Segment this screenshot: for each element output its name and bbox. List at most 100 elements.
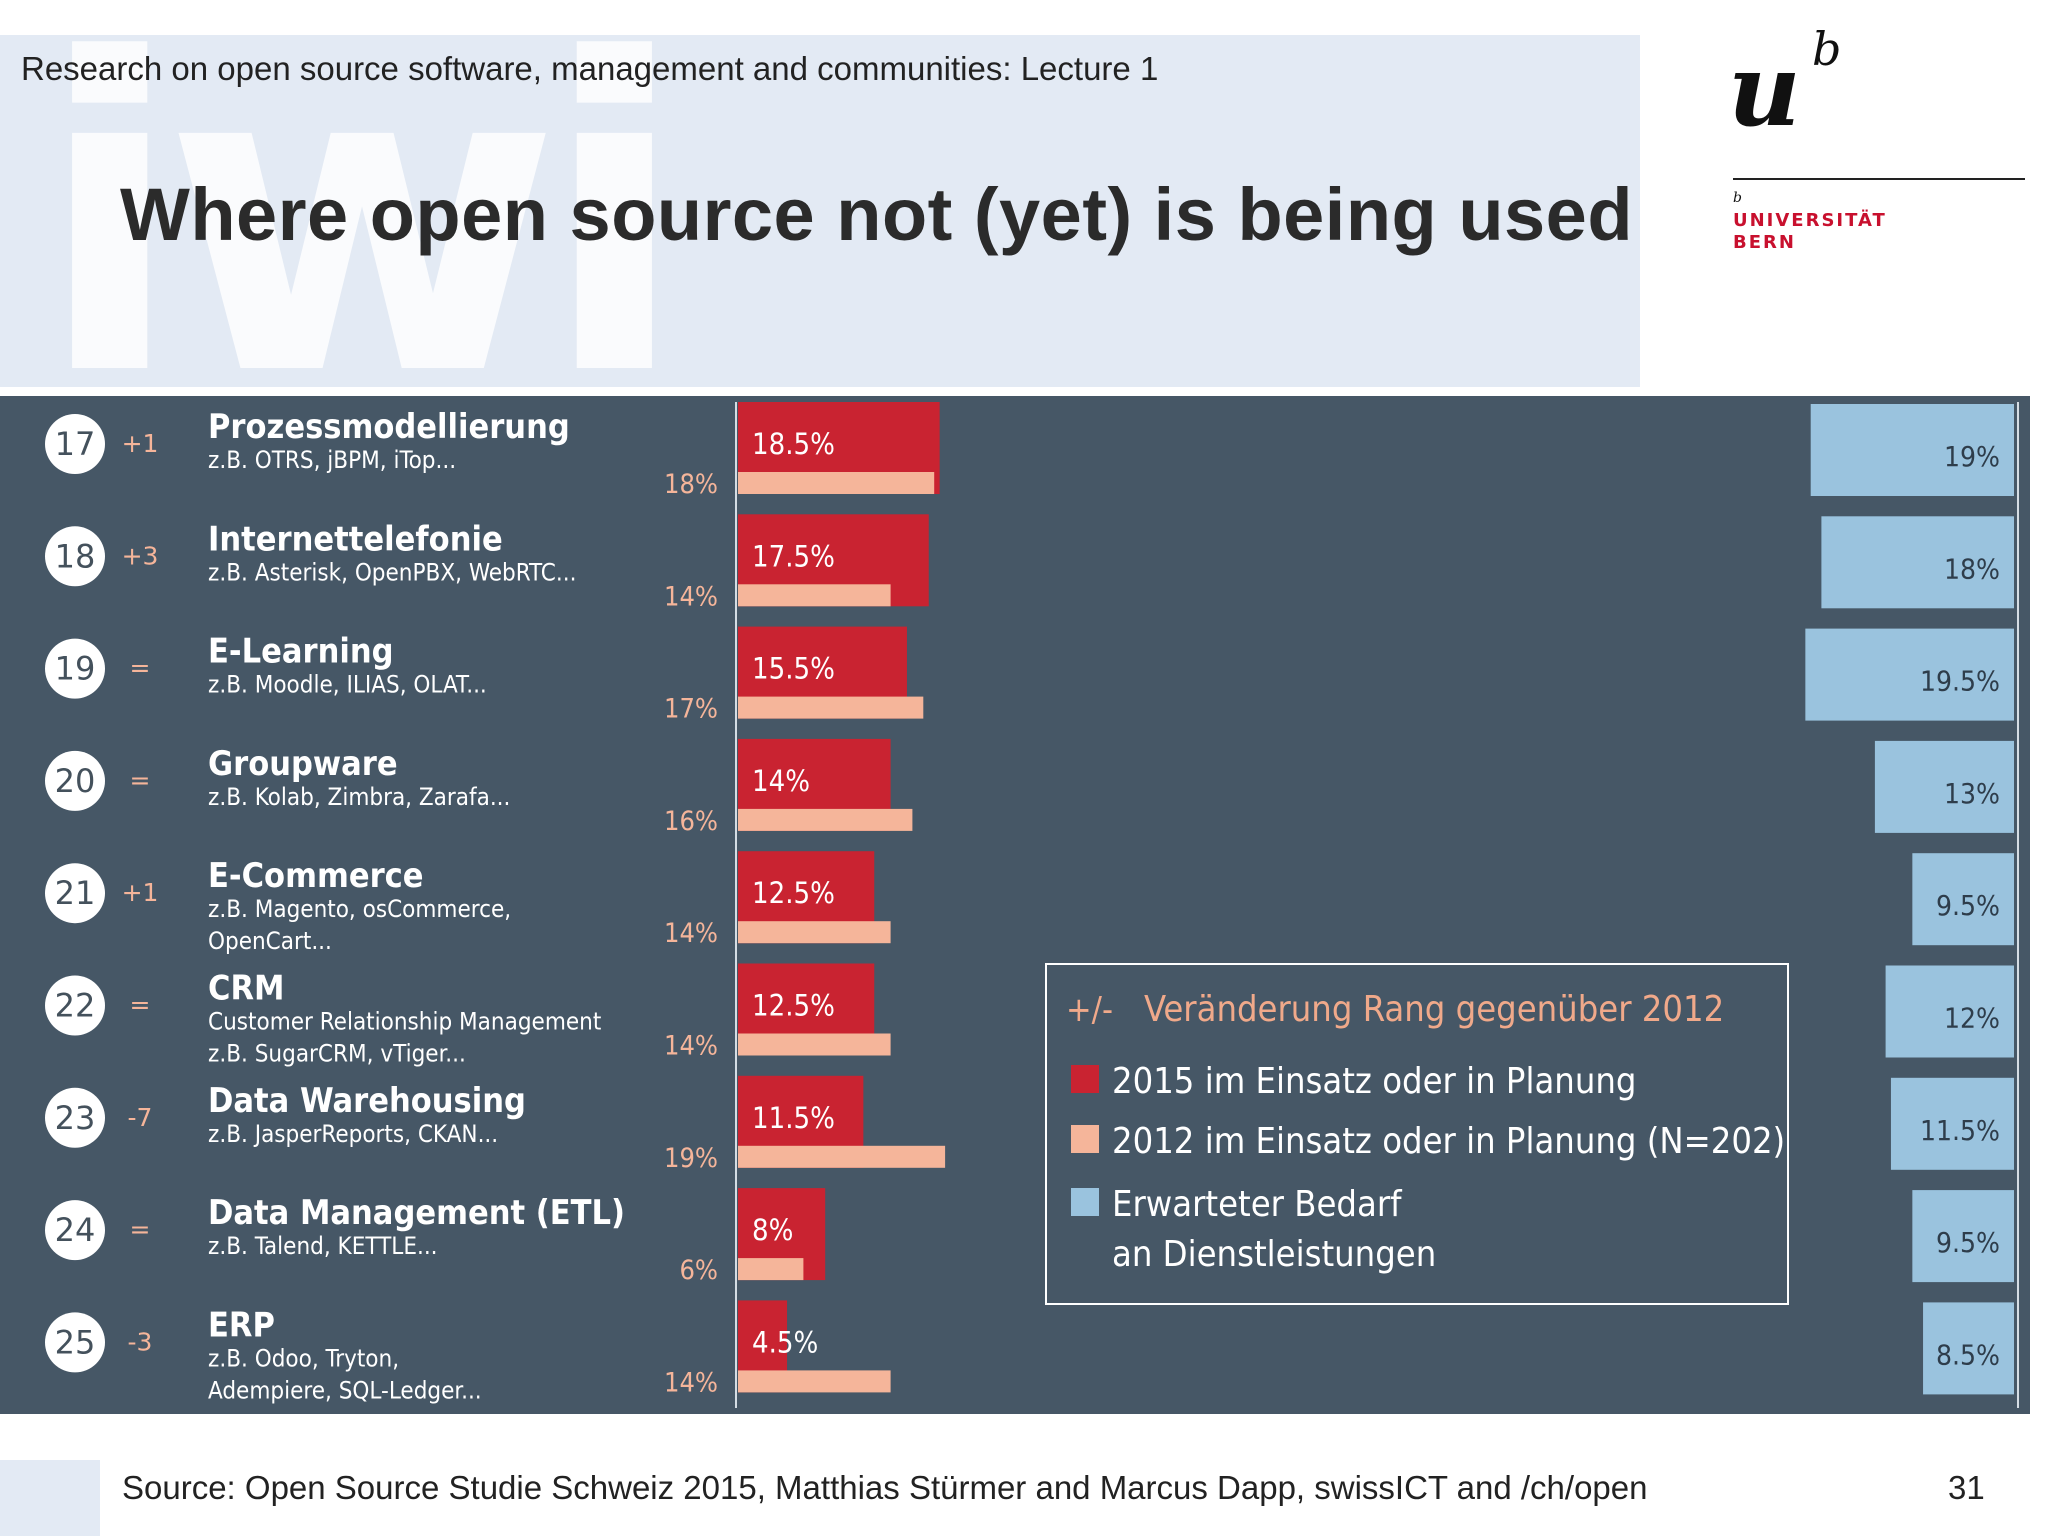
rank-badge	[45, 1312, 105, 1373]
legend-title-prefix: +/-	[1066, 990, 1113, 1030]
bar-2012-label: 19%	[664, 1143, 718, 1174]
bar-2012-label: 18%	[664, 469, 718, 500]
legend-label: 2015 im Einsatz oder in Planung	[1112, 1061, 1636, 1102]
rank-change: =	[130, 654, 151, 683]
bar-demand-label: 18%	[1944, 552, 2000, 585]
rank-number: 18	[55, 537, 96, 575]
bar-2012	[738, 1145, 946, 1168]
category-name: E-Commerce	[208, 856, 424, 896]
legend-label: 2012 im Einsatz oder in Planung (N=202)	[1112, 1121, 1785, 1162]
rank-number: 19	[55, 650, 96, 688]
bar-2012-label: 14%	[664, 581, 718, 612]
bar-demand	[1874, 740, 2014, 833]
bar-2012	[738, 584, 891, 607]
legend-label: Erwarteter Bedarf	[1112, 1184, 1403, 1225]
rank-number: 24	[55, 1211, 96, 1249]
rank-number: 17	[55, 425, 96, 463]
bar-demand	[1923, 1302, 2014, 1395]
bar-2012	[738, 1370, 891, 1393]
bar-2015-label: 11.5%	[752, 1101, 835, 1135]
rank-badge	[45, 638, 105, 699]
bar-demand-label: 11.5%	[1920, 1114, 2000, 1147]
rank-badge	[45, 414, 105, 474]
rank-change: =	[130, 1215, 151, 1244]
legend-swatch	[1071, 1065, 1099, 1093]
bar-demand	[1810, 404, 2014, 496]
logo-u-glyph: u	[1728, 31, 1801, 149]
bar-demand-label: 9.5%	[1936, 1226, 2000, 1259]
rank-badge	[45, 526, 105, 587]
rank-badge	[45, 863, 105, 924]
rank-change: =	[130, 991, 151, 1020]
bar-2012	[738, 1033, 891, 1056]
bar-demand-label: 13%	[1944, 777, 2000, 810]
rank-change: =	[130, 766, 151, 795]
bar-2015-label: 4.5%	[752, 1325, 818, 1359]
page-number: 31	[1948, 1469, 1985, 1506]
logo-wordmark: UNIVERSITÄT BERN	[1733, 210, 1887, 254]
bar-demand-label: 9.5%	[1936, 889, 2000, 922]
bar-demand	[1912, 853, 2014, 946]
bar-2015-label: 8%	[752, 1213, 793, 1247]
lecture-subtitle: Research on open source software, manage…	[21, 50, 1159, 87]
rank-number: 20	[55, 762, 96, 800]
category-examples: z.B. SugarCRM, vTiger...	[208, 1040, 466, 1068]
bar-2012	[738, 808, 913, 831]
category-examples: z.B. OTRS, jBPM, iTop...	[208, 446, 456, 474]
logo-wordmark-line2: BERN	[1733, 232, 1796, 253]
category-examples: z.B. Moodle, ILIAS, OLAT...	[208, 671, 487, 699]
rank-badge	[45, 975, 105, 1036]
rank-badge	[45, 1087, 105, 1148]
category-examples: OpenCart...	[208, 927, 332, 955]
category-examples: Adempiere, SQL-Ledger...	[208, 1376, 482, 1404]
bar-demand-label: 12%	[1944, 1002, 2000, 1035]
category-examples: z.B. JasperReports, CKAN...	[208, 1120, 498, 1148]
bar-2015-label: 17.5%	[752, 539, 835, 573]
bar-2012	[738, 1258, 804, 1281]
source-citation: Source: Open Source Studie Schweiz 2015,…	[122, 1469, 1648, 1506]
category-name: E-Learning	[208, 632, 394, 672]
bar-demand	[1885, 965, 2014, 1058]
legend-swatch	[1071, 1125, 1099, 1153]
category-examples: z.B. Talend, KETTLE...	[208, 1232, 438, 1260]
category-examples: z.B. Magento, osCommerce,	[208, 895, 511, 923]
rank-number: 25	[55, 1323, 96, 1361]
bar-2012	[738, 696, 924, 719]
rank-change: +1	[122, 878, 159, 907]
bar-2015-label: 15.5%	[752, 652, 835, 686]
bar-2012-label: 14%	[664, 918, 718, 949]
rank-change: -3	[128, 1327, 153, 1356]
logo-divider	[1733, 178, 2025, 180]
chart-panel	[0, 396, 2030, 1414]
bar-demand	[1805, 628, 2014, 721]
bar-demand-label: 8.5%	[1936, 1338, 2000, 1371]
category-name: Prozessmodellierung	[208, 407, 570, 447]
bar-2015-label: 14%	[752, 764, 810, 798]
logo-wordmark-line1: UNIVERSITÄT	[1733, 210, 1887, 231]
category-name: ERP	[208, 1305, 275, 1345]
rank-change: -7	[128, 1103, 153, 1132]
rank-badge	[45, 1200, 105, 1261]
rank-badge	[45, 750, 105, 811]
logo-small-b: b	[1733, 190, 1742, 206]
legend-box	[1045, 963, 1789, 1305]
bar-2012	[738, 921, 891, 944]
slide-title: Where open source not (yet) is being use…	[120, 173, 1634, 256]
iwi-watermark: iwi	[36, 35, 688, 387]
category-name: Data Warehousing	[208, 1081, 526, 1121]
footer-accent	[0, 1460, 100, 1536]
rank-change: +3	[122, 541, 159, 570]
category-name: Data Management (ETL)	[208, 1193, 625, 1233]
category-name: Internettelefonie	[208, 519, 503, 559]
rank-number: 22	[55, 987, 96, 1025]
bar-2015-label: 12.5%	[752, 876, 835, 910]
bar-2012-label: 17%	[664, 694, 718, 725]
bar-2012	[738, 472, 935, 494]
bar-2015-label: 18.5%	[752, 427, 835, 461]
rank-number: 23	[55, 1099, 96, 1137]
category-name: Groupware	[208, 744, 398, 784]
rank-number: 21	[55, 874, 96, 912]
bar-2012-label: 14%	[664, 1367, 718, 1398]
bar-demand-label: 19.5%	[1920, 665, 2000, 698]
